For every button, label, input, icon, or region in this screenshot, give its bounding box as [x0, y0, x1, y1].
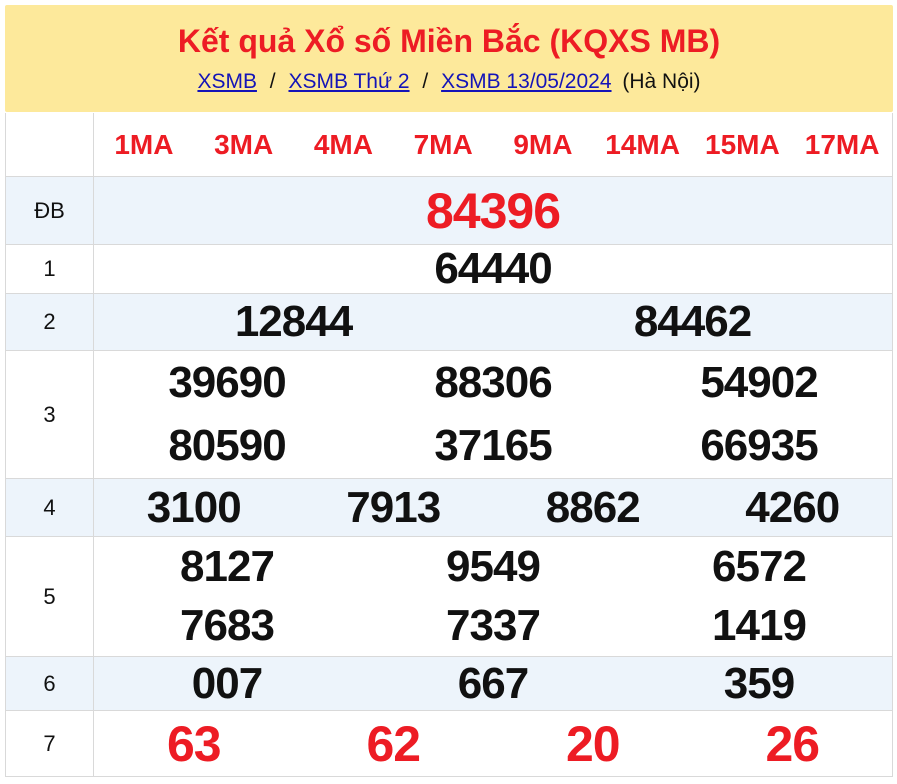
- prize-rows: ĐB 84396 1 64440 2 12844 84462 3 39690 88306 54902…: [6, 176, 892, 776]
- column-header-9ma: 9MA: [513, 128, 573, 160]
- result-number: 7913: [346, 482, 441, 532]
- prize-number-line: 8127 9549 6572: [94, 537, 892, 597]
- prize-number-line: 007 667 359: [94, 657, 892, 710]
- prize-number-line: 3100 7913 8862 4260: [94, 479, 892, 536]
- result-number: 80590: [168, 421, 286, 471]
- prize-numbers: 64440: [94, 245, 892, 293]
- result-number: 63: [166, 715, 222, 772]
- result-number: 39690: [168, 357, 286, 407]
- result-number: 12844: [234, 297, 353, 346]
- prize-row-6: 6 007 667 359: [6, 656, 892, 710]
- breadcrumb-separator: /: [269, 70, 276, 93]
- result-header: Kết quả Xổ số Miền Bắc (KQXS MB) XSMB / …: [5, 5, 893, 112]
- result-number: 1419: [712, 601, 807, 651]
- column-header-row: 1MA 3MA 4MA 7MA 9MA 14MA 15MA 17MA: [6, 113, 892, 176]
- prize-label: ĐB: [6, 177, 94, 244]
- result-number: 7683: [180, 601, 275, 651]
- prize-numbers: 63 62 20 26: [94, 711, 892, 776]
- result-number: 8127: [180, 541, 275, 591]
- prize-number-line: 64440: [94, 245, 892, 293]
- column-header-4ma: 4MA: [313, 128, 373, 160]
- result-number: 8862: [545, 482, 641, 532]
- result-number: 7337: [446, 601, 541, 651]
- prize-number-line: 39690 88306 54902: [94, 351, 892, 415]
- result-number: 007: [191, 658, 263, 708]
- column-header-7ma: 7MA: [413, 128, 473, 160]
- prize-label: 7: [6, 711, 94, 776]
- result-number: 54902: [700, 357, 818, 407]
- prize-row-1: 1 64440: [6, 244, 892, 293]
- prize-label: 6: [6, 657, 94, 710]
- result-number: 37165: [434, 421, 552, 471]
- prize-row-db: ĐB 84396: [6, 176, 892, 244]
- results-table: 1MA 3MA 4MA 7MA 9MA 14MA 15MA 17MA ĐB 843…: [5, 113, 893, 777]
- result-number: 64440: [434, 244, 552, 293]
- result-number: 84396: [425, 182, 561, 239]
- page-title: Kết quả Xổ số Miền Bắc (KQXS MB): [177, 23, 721, 59]
- prize-numbers: 007 667 359: [94, 657, 892, 710]
- result-number: 66935: [700, 421, 818, 471]
- prize-row-3: 3 39690 88306 54902 80590 37165 66935: [6, 350, 892, 478]
- column-header-17ma: 17MA: [804, 128, 880, 160]
- prize-numbers: 84396: [94, 177, 892, 244]
- breadcrumb-link-xsmb[interactable]: XSMB: [197, 70, 257, 93]
- column-headers: 1MA 3MA 4MA 7MA 9MA 14MA 15MA 17MA: [94, 113, 892, 176]
- prize-row-4: 4 3100 7913 8862 4260: [6, 478, 892, 536]
- result-number: 26: [765, 715, 820, 772]
- result-number: 667: [457, 658, 529, 708]
- breadcrumb-link-xsmb-date[interactable]: XSMB 13/05/2024: [441, 70, 612, 93]
- breadcrumb-separator: /: [422, 70, 429, 93]
- result-number: 20: [565, 715, 621, 772]
- prize-row-2: 2 12844 84462: [6, 293, 892, 350]
- result-number: 84462: [633, 297, 752, 346]
- column-header-spacer: [6, 113, 94, 176]
- column-header-14ma: 14MA: [605, 128, 680, 160]
- prize-number-line: 80590 37165 66935: [94, 415, 892, 479]
- prize-numbers: 12844 84462: [94, 294, 892, 350]
- prize-row-5: 5 8127 9549 6572 7683 7337 1419: [6, 536, 892, 656]
- prize-row-7: 7 63 62 20 26: [6, 710, 892, 776]
- prize-label: 1: [6, 245, 94, 293]
- column-header-15ma: 15MA: [705, 128, 780, 160]
- breadcrumb: XSMB / XSMB Thứ 2 / XSMB 13/05/2024 (Hà …: [197, 70, 700, 94]
- prize-label: 5: [6, 537, 94, 656]
- column-header-3ma: 3MA: [214, 128, 274, 160]
- prize-label: 2: [6, 294, 94, 350]
- prize-number-line: 7683 7337 1419: [94, 597, 892, 657]
- result-number: 6572: [712, 541, 807, 591]
- result-number: 4260: [745, 482, 840, 532]
- prize-numbers: 3100 7913 8862 4260: [94, 479, 892, 536]
- prize-number-line: 84396: [94, 177, 892, 244]
- prize-number-line: 63 62 20 26: [94, 711, 892, 776]
- result-number: 88306: [434, 357, 552, 407]
- result-number: 359: [723, 658, 795, 708]
- result-number: 9549: [446, 541, 541, 591]
- prize-numbers: 8127 9549 6572 7683 7337 1419: [94, 537, 892, 656]
- prize-numbers: 39690 88306 54902 80590 37165 66935: [94, 351, 892, 478]
- result-number: 3100: [146, 482, 242, 532]
- prize-label: 4: [6, 479, 94, 536]
- breadcrumb-link-xsmb-thu-2[interactable]: XSMB Thứ 2: [288, 70, 410, 93]
- prize-label: 3: [6, 351, 94, 478]
- result-number: 62: [366, 715, 421, 772]
- column-header-1ma: 1MA: [114, 128, 174, 160]
- prize-number-line: 12844 84462: [94, 294, 892, 350]
- breadcrumb-location: (Hà Nội): [622, 70, 701, 93]
